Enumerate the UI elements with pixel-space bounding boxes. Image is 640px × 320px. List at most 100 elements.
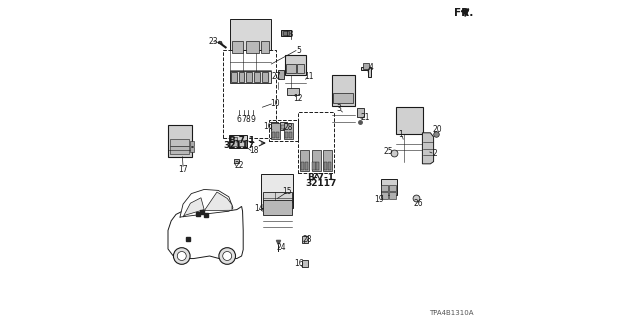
Bar bbox=[170, 139, 189, 146]
Bar bbox=[271, 122, 278, 130]
Bar bbox=[324, 162, 327, 170]
Bar bbox=[264, 192, 292, 202]
Bar bbox=[364, 63, 369, 69]
Text: 16: 16 bbox=[294, 260, 304, 268]
Circle shape bbox=[173, 248, 190, 264]
Text: B-7-1: B-7-1 bbox=[228, 136, 255, 145]
Bar bbox=[328, 162, 331, 170]
Bar bbox=[285, 55, 306, 75]
Bar bbox=[246, 41, 259, 53]
Text: 12: 12 bbox=[294, 94, 303, 103]
Bar bbox=[287, 88, 298, 95]
Text: 32117: 32117 bbox=[223, 141, 255, 150]
Text: 11: 11 bbox=[305, 72, 314, 81]
Bar bbox=[381, 179, 397, 195]
Bar bbox=[170, 146, 189, 154]
Bar bbox=[272, 132, 275, 138]
Bar bbox=[285, 132, 288, 138]
Bar bbox=[280, 122, 287, 130]
Bar bbox=[231, 72, 237, 82]
Text: 17: 17 bbox=[178, 165, 188, 174]
Text: B-7-1: B-7-1 bbox=[307, 173, 335, 182]
Polygon shape bbox=[168, 206, 243, 259]
Bar bbox=[261, 41, 269, 53]
Text: 7: 7 bbox=[241, 115, 246, 124]
Bar bbox=[357, 108, 364, 117]
Bar bbox=[332, 75, 355, 106]
Bar bbox=[230, 71, 271, 83]
Bar bbox=[284, 123, 293, 139]
Bar bbox=[389, 192, 396, 199]
Polygon shape bbox=[361, 67, 371, 77]
Polygon shape bbox=[205, 192, 232, 211]
Bar bbox=[381, 185, 388, 191]
Bar bbox=[230, 19, 271, 50]
Text: 26: 26 bbox=[413, 199, 424, 208]
Bar bbox=[239, 72, 244, 82]
Bar bbox=[333, 93, 353, 103]
Text: 16: 16 bbox=[263, 122, 273, 131]
Text: 1: 1 bbox=[398, 130, 403, 139]
Bar bbox=[312, 162, 316, 170]
Text: 32117: 32117 bbox=[305, 179, 337, 188]
Bar bbox=[229, 135, 248, 148]
Bar bbox=[281, 30, 291, 36]
Text: 24: 24 bbox=[276, 243, 286, 252]
Text: 20: 20 bbox=[433, 125, 443, 134]
Polygon shape bbox=[422, 133, 434, 164]
Bar bbox=[239, 140, 246, 146]
Text: 14: 14 bbox=[253, 204, 264, 212]
Bar bbox=[271, 123, 280, 139]
Text: 21: 21 bbox=[361, 113, 370, 122]
Bar bbox=[262, 72, 268, 82]
Bar bbox=[262, 174, 293, 208]
Bar bbox=[381, 192, 388, 199]
Circle shape bbox=[177, 252, 186, 260]
Bar bbox=[300, 150, 309, 171]
Text: 8: 8 bbox=[246, 115, 251, 124]
Text: 19: 19 bbox=[374, 195, 384, 204]
Text: 9: 9 bbox=[250, 115, 255, 124]
Text: 22: 22 bbox=[235, 161, 244, 170]
Bar bbox=[302, 260, 308, 267]
Bar bbox=[281, 125, 286, 129]
Text: 28: 28 bbox=[303, 236, 312, 244]
Bar bbox=[316, 162, 319, 170]
Bar bbox=[302, 236, 308, 243]
Polygon shape bbox=[183, 198, 204, 217]
Circle shape bbox=[219, 248, 236, 264]
Bar bbox=[232, 41, 243, 53]
Text: 5: 5 bbox=[297, 46, 301, 55]
Bar bbox=[246, 72, 252, 82]
Bar bbox=[323, 150, 332, 171]
Bar bbox=[301, 162, 304, 170]
Bar bbox=[289, 132, 292, 138]
Bar bbox=[287, 64, 296, 73]
Bar bbox=[272, 125, 277, 129]
Bar bbox=[230, 137, 237, 146]
Bar bbox=[168, 125, 192, 157]
Text: 23: 23 bbox=[209, 37, 219, 46]
Bar bbox=[276, 132, 279, 138]
Bar bbox=[312, 150, 321, 171]
Bar bbox=[223, 50, 276, 138]
Text: 18: 18 bbox=[250, 146, 259, 155]
Bar bbox=[396, 107, 424, 134]
Text: 2: 2 bbox=[432, 149, 437, 158]
Bar bbox=[191, 141, 195, 146]
Circle shape bbox=[223, 252, 232, 260]
Text: 10: 10 bbox=[270, 99, 280, 108]
Bar bbox=[389, 185, 396, 191]
Bar bbox=[297, 64, 304, 73]
Bar bbox=[191, 147, 195, 152]
Bar bbox=[269, 120, 298, 141]
Bar bbox=[264, 200, 292, 215]
Text: TPA4B1310A: TPA4B1310A bbox=[429, 310, 474, 316]
Bar bbox=[305, 162, 308, 170]
Bar bbox=[254, 72, 260, 82]
Text: 4: 4 bbox=[369, 63, 374, 72]
Text: 25: 25 bbox=[384, 147, 394, 156]
Text: 13: 13 bbox=[284, 30, 294, 39]
Text: 27: 27 bbox=[271, 72, 281, 81]
Text: 3: 3 bbox=[336, 104, 341, 113]
